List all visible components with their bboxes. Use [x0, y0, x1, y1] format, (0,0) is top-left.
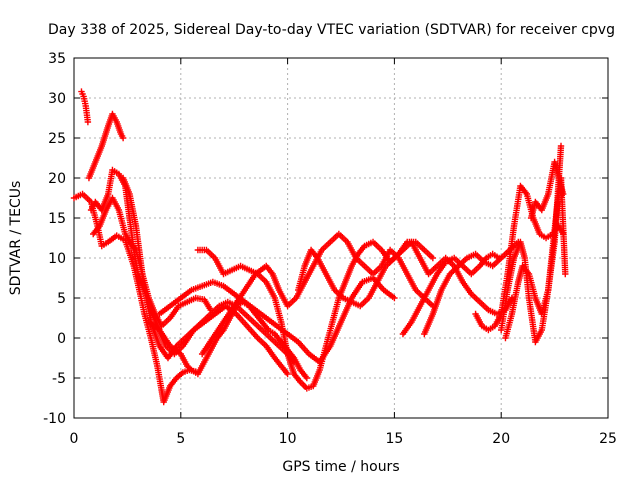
series-track-5	[90, 194, 214, 330]
y-tick-label: 35	[48, 51, 66, 67]
series-track-9	[194, 238, 437, 392]
series-track-16	[502, 142, 565, 342]
data-point	[119, 134, 127, 142]
x-axis-label: GPS time / hours	[282, 459, 399, 475]
data-point	[559, 190, 567, 198]
series-track-3	[85, 110, 127, 182]
data-point	[284, 370, 291, 378]
data-point	[186, 365, 194, 372]
series-track-10	[198, 230, 437, 358]
chart-title: Day 338 of 2025, Sidereal Day-to-day VTE…	[48, 22, 615, 38]
y-tick-label: 30	[48, 91, 66, 107]
data-point	[557, 142, 565, 150]
series-track-12	[399, 250, 503, 338]
x-tick-label: 25	[599, 431, 617, 447]
x-tick-label: 15	[385, 431, 403, 447]
data-point	[562, 270, 569, 278]
y-tick-label: 15	[48, 211, 66, 227]
series-track-2	[78, 88, 92, 126]
y-tick-label: 10	[48, 251, 66, 267]
y-tick-label: 0	[57, 331, 66, 347]
x-tick-label: 20	[492, 431, 510, 447]
x-tick-label: 5	[176, 431, 185, 447]
data-point	[303, 374, 311, 382]
axis-ticks: 0 5 10 15 20 25 -10 -5 0 5 10 15 20 25 30 35	[43, 51, 617, 447]
data-point	[429, 254, 437, 262]
data-marks	[70, 88, 569, 406]
x-tick-label: 0	[70, 431, 79, 447]
x-tick-label: 10	[279, 431, 297, 447]
series-track-11	[295, 238, 516, 318]
series-track-6	[119, 174, 298, 366]
y-axis-label: SDTVAR / TECUs	[8, 181, 24, 296]
y-tick-label: 5	[57, 291, 66, 307]
data-point	[391, 294, 398, 302]
plot-frame	[73, 57, 609, 419]
series-track-17	[527, 158, 567, 222]
data-point	[84, 118, 92, 126]
y-tick-label: 25	[48, 131, 66, 147]
y-tick-label: -5	[52, 371, 66, 387]
y-tick-label: -10	[43, 411, 66, 427]
y-tick-label: 20	[48, 171, 66, 187]
